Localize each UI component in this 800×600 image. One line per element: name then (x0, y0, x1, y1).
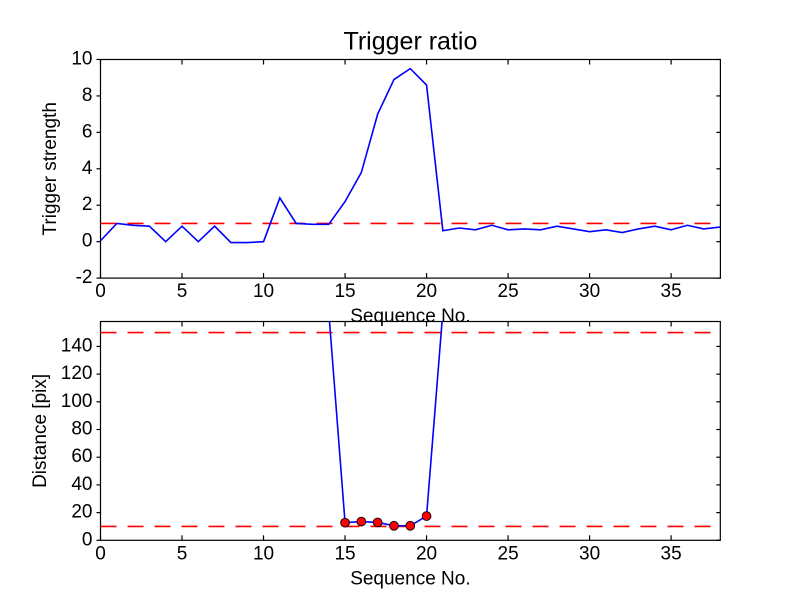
svg-text:8: 8 (82, 85, 93, 106)
svg-text:10: 10 (71, 49, 92, 70)
svg-text:Sequence No.: Sequence No. (350, 306, 470, 327)
svg-text:15: 15 (334, 543, 355, 564)
svg-text:20: 20 (416, 543, 437, 564)
svg-text:25: 25 (498, 543, 519, 564)
svg-text:35: 35 (661, 281, 682, 302)
svg-text:6: 6 (82, 121, 93, 142)
svg-text:Trigger ratio: Trigger ratio (344, 28, 478, 56)
svg-text:80: 80 (71, 419, 92, 440)
svg-text:5: 5 (177, 543, 188, 564)
svg-text:20: 20 (416, 281, 437, 302)
svg-text:30: 30 (579, 281, 600, 302)
svg-text:120: 120 (61, 363, 93, 384)
svg-text:4: 4 (82, 158, 93, 179)
svg-text:100: 100 (61, 391, 93, 412)
svg-text:10: 10 (253, 543, 274, 564)
svg-text:140: 140 (61, 335, 93, 356)
svg-text:30: 30 (579, 543, 600, 564)
svg-text:0: 0 (95, 543, 106, 564)
svg-text:60: 60 (71, 446, 92, 467)
svg-text:2: 2 (82, 194, 93, 215)
svg-text:0: 0 (82, 231, 93, 252)
svg-text:0: 0 (82, 529, 93, 550)
svg-text:35: 35 (661, 543, 682, 564)
svg-text:20: 20 (71, 502, 92, 523)
svg-text:15: 15 (334, 281, 355, 302)
svg-text:10: 10 (253, 281, 274, 302)
svg-text:0: 0 (95, 281, 106, 302)
svg-text:Distance [pix]: Distance [pix] (30, 374, 51, 488)
svg-text:Trigger strength: Trigger strength (40, 102, 61, 235)
svg-text:40: 40 (71, 474, 92, 495)
svg-text:-2: -2 (76, 267, 93, 288)
svg-text:25: 25 (498, 281, 519, 302)
svg-text:Sequence No.: Sequence No. (350, 568, 470, 589)
svg-text:5: 5 (177, 281, 188, 302)
